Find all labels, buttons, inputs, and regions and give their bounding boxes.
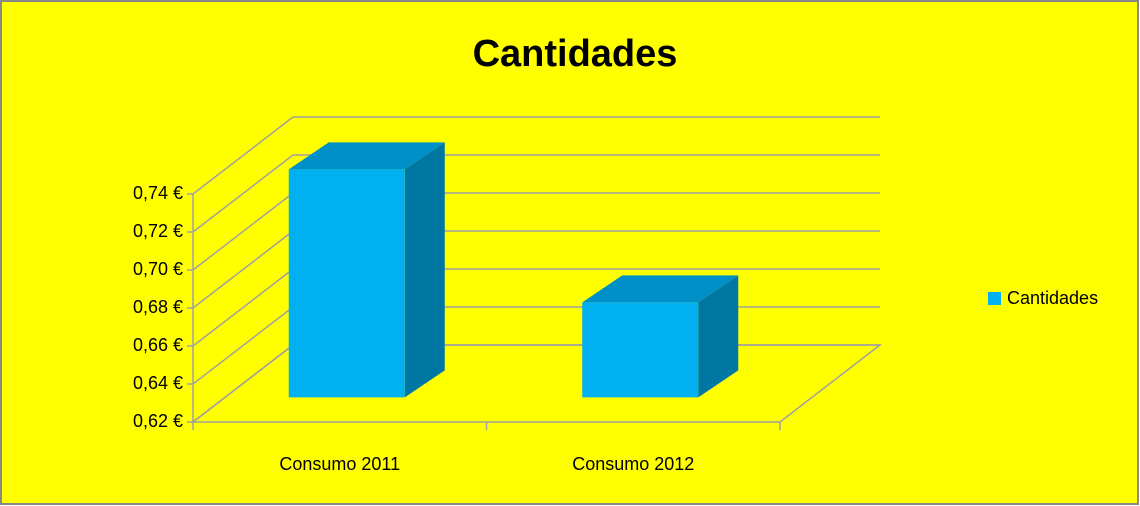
side-grid-line [192,306,294,385]
chart-title: Cantidades [473,33,678,75]
y-tick-label: 0,64 € [133,373,183,393]
x-tick-label: Consumo 2011 [279,454,400,474]
bar-side [698,275,739,398]
bar-front [288,169,405,398]
side-grid-line [192,192,294,271]
y-tick-label: 0,66 € [133,335,183,355]
side-grid-line [192,344,294,423]
side-grid-line [192,116,294,195]
legend-swatch [988,292,1001,305]
bar-front [582,302,699,398]
bar-side [404,142,445,398]
y-tick-label: 0,68 € [133,297,183,317]
x-tick-label: Consumo 2012 [572,454,694,474]
y-tick-label: 0,70 € [133,259,183,279]
side-grid-line [192,230,294,309]
legend-label: Cantidades [1007,288,1098,308]
bar-top [582,275,739,303]
bar [288,142,445,398]
y-tick-label: 0,72 € [133,221,183,241]
y-tick-label: 0,62 € [133,411,183,431]
side-grid-line [192,154,294,233]
bar-top [288,142,445,170]
bar [582,275,739,398]
y-tick-label: 0,74 € [133,183,183,203]
side-grid-line [192,268,294,347]
